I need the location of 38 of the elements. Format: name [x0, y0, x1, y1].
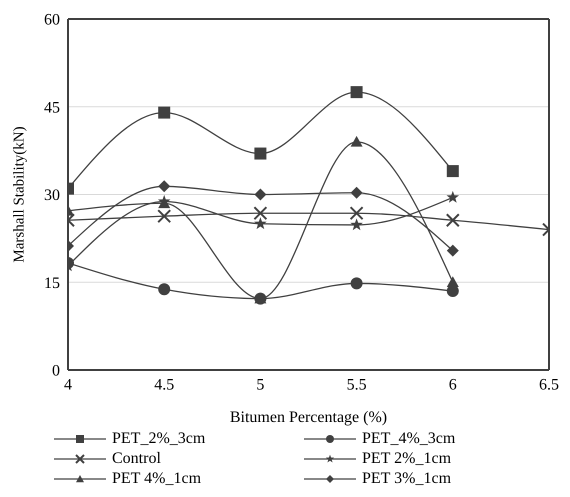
- legend-label: Control: [112, 450, 161, 468]
- y-tick-label: 45: [44, 99, 60, 116]
- legend-label: PET 3%_1cm: [362, 470, 452, 488]
- y-tick-label: 0: [52, 362, 60, 380]
- y-tick-label: 60: [44, 12, 60, 29]
- point: [254, 217, 267, 230]
- legend-label: PET 2%_1cm: [362, 450, 452, 468]
- x-tick-label: 4: [64, 376, 72, 394]
- x-tick-label: 5: [256, 376, 264, 394]
- x-tick-label: 6.5: [539, 376, 559, 394]
- point: [254, 148, 266, 160]
- point: [254, 188, 266, 200]
- point: [157, 209, 172, 224]
- point: [158, 180, 170, 192]
- point: [446, 165, 459, 178]
- x-tick-label: 6: [448, 376, 457, 394]
- point: [446, 213, 460, 228]
- point: [350, 206, 364, 220]
- x-tick-label: 4.5: [154, 376, 174, 394]
- point: [350, 218, 363, 230]
- y-tick-label: 30: [44, 187, 60, 204]
- x-tick-label: 5.5: [346, 376, 367, 394]
- point: [158, 283, 170, 296]
- y-axis-title: Marshall Stability(kN): [11, 126, 28, 263]
- point: [350, 277, 363, 290]
- legend-label: PET_2%_3cm: [112, 430, 206, 448]
- point: [350, 186, 363, 199]
- point: [350, 86, 363, 98]
- point: [158, 106, 170, 119]
- point: [350, 136, 363, 147]
- legend-label: PET 4%_1cm: [112, 470, 202, 488]
- point: [446, 276, 459, 288]
- legend-label: PET_4%_3cm: [362, 430, 456, 448]
- point: [446, 244, 459, 257]
- y-tick-label: 15: [44, 274, 60, 292]
- point: [446, 190, 460, 203]
- point: [253, 206, 268, 220]
- x-axis-title: Bitumen Percentage (%): [230, 409, 388, 426]
